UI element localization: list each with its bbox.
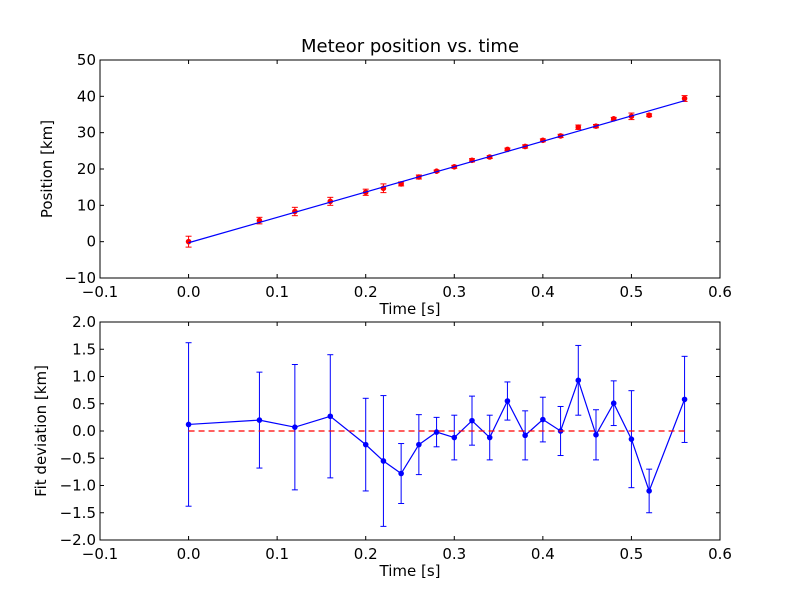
deviation-y-tick-label: 0.5 — [72, 395, 96, 413]
deviation-data-point — [646, 488, 652, 494]
deviation-plot: −0.1 0.0 0.1 0.2 0.3 0.4 0.5 0.6 −2.0 −1.5 −1.0 −0.… — [32, 313, 732, 580]
deviation-data-point — [398, 470, 404, 477]
deviation-y-tick-label: 2.0 — [72, 313, 96, 331]
position-data-point — [646, 112, 652, 119]
position-x-tick-label: 0.0 — [177, 283, 201, 301]
deviation-data-point — [327, 413, 334, 420]
deviation-data-point — [433, 429, 440, 435]
position-y-tick-label: 10 — [77, 196, 96, 214]
deviation-data-point — [469, 417, 475, 424]
chart-title: Meteor position vs. time — [301, 36, 519, 57]
deviation-data-point — [610, 400, 617, 407]
deviation-data-point — [380, 458, 387, 464]
deviation-x-tick-label: 0.1 — [265, 545, 289, 563]
deviation-data-point — [681, 396, 688, 403]
deviation-y-tick-label: −1.5 — [60, 504, 96, 522]
deviation-x-tick-label: 0.4 — [531, 545, 555, 563]
position-plot-ticks: −0.1 0.0 0.1 0.2 0.3 0.4 0.5 0.6 −10 0 10 20 30 40 50 — [64, 51, 732, 301]
deviation-data-point — [185, 421, 192, 428]
deviation-data-point — [575, 377, 582, 384]
deviation-data-point — [292, 424, 298, 430]
position-y-tick-label: 30 — [77, 124, 96, 142]
deviation-line — [188, 378, 686, 493]
deviation-y-tick-label: 1.0 — [72, 368, 96, 386]
position-plot-y-label: Position [km] — [38, 120, 56, 218]
deviation-data-point — [540, 416, 546, 423]
deviation-data-point — [628, 436, 635, 442]
position-plot-x-label: Time [s] — [379, 300, 441, 318]
deviation-data-point — [504, 398, 511, 404]
position-data-point — [185, 238, 192, 245]
deviation-data-point — [416, 441, 422, 448]
deviation-data-point — [256, 417, 263, 423]
position-x-tick-label: −0.1 — [82, 283, 118, 301]
deviation-plot-y-label: Fit deviation [km] — [32, 365, 50, 497]
position-y-tick-label: −10 — [64, 269, 96, 287]
position-y-tick-label: 40 — [77, 87, 96, 105]
deviation-x-tick-label: 0.6 — [708, 545, 732, 563]
deviation-data-point — [451, 434, 458, 441]
deviation-plot-data — [185, 342, 688, 527]
deviation-x-tick-label: −0.1 — [82, 545, 118, 563]
deviation-y-tick-label: −1.0 — [60, 477, 96, 495]
position-data-point — [681, 95, 688, 102]
position-x-tick-label: 0.2 — [354, 283, 378, 301]
deviation-y-tick-label: −2.0 — [60, 531, 96, 549]
deviation-x-tick-label: 0.0 — [177, 545, 201, 563]
position-y-tick-label: 50 — [77, 51, 96, 69]
position-y-tick-label: 20 — [77, 160, 96, 178]
position-y-tick-label: 0 — [86, 233, 96, 251]
deviation-y-tick-label: 1.5 — [72, 340, 96, 358]
deviation-data-point — [362, 441, 369, 448]
position-plot: Meteor position vs. time −0.1 0.0 0.1 0.2 0.… — [38, 36, 732, 318]
position-x-tick-label: 0.1 — [265, 283, 289, 301]
position-x-tick-label: 0.4 — [531, 283, 555, 301]
position-x-tick-label: 0.3 — [442, 283, 466, 301]
position-data-point — [575, 124, 582, 131]
deviation-x-tick-label: 0.5 — [619, 545, 643, 563]
deviation-x-tick-label: 0.3 — [442, 545, 466, 563]
position-plot-data — [185, 95, 688, 248]
deviation-y-tick-label: −0.5 — [60, 449, 96, 467]
deviation-y-tick-label: 0.0 — [72, 422, 96, 440]
position-x-tick-label: 0.6 — [708, 283, 732, 301]
deviation-x-tick-label: 0.2 — [354, 545, 378, 563]
deviation-plot-ticks: −0.1 0.0 0.1 0.2 0.3 0.4 0.5 0.6 −2.0 −1.5 −1.0 −0.… — [60, 313, 732, 563]
deviation-data-point — [486, 434, 493, 441]
deviation-plot-x-label: Time [s] — [379, 562, 441, 580]
fit-line — [188, 100, 685, 244]
deviation-data-point — [593, 432, 599, 438]
position-x-tick-label: 0.5 — [619, 283, 643, 301]
deviation-data-point — [522, 432, 528, 439]
